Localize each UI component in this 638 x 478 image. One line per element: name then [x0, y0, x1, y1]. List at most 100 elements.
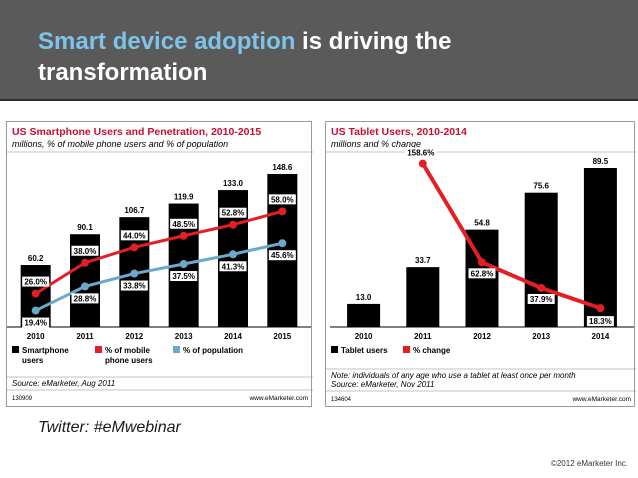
smartphone-point-b-2011: [81, 282, 89, 291]
smartphone-point-label-b-2011: 28.8%: [74, 294, 97, 303]
smartphone-point-label-b-2015-bg: [268, 250, 296, 261]
smartphone-chart-panel: US Smartphone Users and Penetration, 201…: [6, 121, 313, 407]
tablet-point-label-a-2012: 62.8%: [471, 269, 494, 278]
tablet-note: Note: individuals of any age who use a t…: [331, 371, 576, 380]
smartphone-bar-label-2011: 90.1: [77, 223, 93, 232]
tablet-bar-label-2013: 75.6: [533, 182, 549, 191]
smartphone-point-label-a-2012: 44.0%: [123, 231, 146, 240]
smartphone-point-label-b-2014-bg: [219, 261, 247, 272]
tablet-point-a-2013: [537, 283, 546, 292]
smartphone-legend-swatch-0: [12, 346, 19, 353]
smartphone-legend-label-0-1: users: [22, 356, 44, 365]
smartphone-point-b-2013: [179, 260, 188, 269]
smartphone-point-label-a-2014: 52.8%: [222, 209, 245, 218]
tablet-point-a-2014: [596, 304, 605, 313]
smartphone-point-label-a-2010: 26.0%: [24, 278, 47, 287]
smartphone-tick-2015: 2015: [273, 332, 291, 341]
smartphone-source: Source: eMarketer, Aug 2011: [12, 379, 115, 388]
tablet-point-label-a-2013-bg: [527, 293, 555, 304]
twitter-hashtag: Twitter: #eMwebinar: [38, 419, 181, 436]
tablet-point-a-2012: [478, 258, 486, 267]
smartphone-point-label-a-2015: 58.0%: [271, 195, 294, 204]
smartphone-legend-label-2: % of population: [183, 346, 243, 355]
smartphone-point-label-a-2011: 38.0%: [74, 247, 97, 256]
tablet-point-label-a-2012-bg: [468, 268, 496, 279]
smartphone-legend-swatch-1: [95, 346, 102, 353]
smartphone-legend-label-1: % of mobile: [105, 346, 150, 355]
tablet-point-label-a-2014-bg: [586, 316, 614, 327]
smartphone-point-a-2013: [179, 231, 188, 240]
smartphone-bar-label-2014: 133.0: [223, 179, 244, 188]
smartphone-point-label-a-2014-bg: [219, 207, 247, 218]
smartphone-point-a-2011: [81, 258, 89, 267]
tablet-point-label-a-2014: 18.3%: [589, 317, 612, 326]
slide-header: Smart device adoption is driving the tra…: [0, 0, 638, 101]
smartphone-point-label-b-2015: 45.6%: [271, 251, 294, 260]
tablet-chart-panel: US Tablet Users, 2010-2014 millions and %…: [325, 121, 636, 407]
smartphone-point-a-2015: [278, 207, 287, 216]
smartphone-bar-label-2013: 119.9: [174, 193, 194, 202]
smartphone-line-b: [35, 241, 283, 312]
smartphone-tick-2011: 2011: [76, 332, 94, 341]
slide-title-rest: is driving the transformation: [38, 28, 452, 86]
smartphone-tick-2014: 2014: [224, 332, 242, 341]
tablet-tick-2012: 2012: [473, 332, 491, 341]
copyright-notice: ©2012 eMarketer Inc.: [550, 459, 628, 468]
tablet-bar-2014: [583, 168, 617, 327]
smartphone-subtitle: millions, % of mobile phone users and % …: [12, 139, 228, 149]
smartphone-point-label-b-2010: 19.4%: [24, 319, 47, 328]
tablet-tick-2013: 2013: [532, 332, 550, 341]
smartphone-site: www.eMarketer.com: [248, 395, 308, 402]
smartphone-bar-label-2015: 148.6: [272, 163, 293, 172]
smartphone-tick-2010: 2010: [27, 332, 45, 341]
smartphone-point-label-a-2015-bg: [268, 194, 296, 205]
tablet-tick-2010: 2010: [355, 332, 373, 341]
smartphone-point-label-b-2013-bg: [170, 271, 198, 282]
tablet-line-a: [421, 162, 602, 311]
tablet-legend-label-0: Tablet users: [341, 346, 388, 355]
slide-title: Smart device adoption is driving the tra…: [38, 26, 598, 88]
tablet-site: www.eMarketer.com: [571, 396, 631, 403]
tablet-point-label-a-2011: 158.6%: [407, 149, 434, 158]
smartphone-point-a-2012: [130, 243, 139, 252]
smartphone-chart-id: 130909: [12, 396, 33, 402]
tablet-chart-id: 134604: [331, 397, 352, 403]
tablet-bar-label-2010: 13.0: [356, 293, 372, 302]
tablet-legend-label-1: % change: [413, 346, 451, 355]
smartphone-point-label-a-2012-bg: [120, 230, 148, 241]
smartphone-bar-label-2012: 106.7: [124, 206, 145, 215]
smartphone-title: US Smartphone Users and Penetration, 201…: [12, 126, 261, 138]
smartphone-legend-swatch-2: [173, 346, 180, 353]
smartphone-legend-label-1-1: phone users: [105, 356, 153, 365]
smartphone-point-label-b-2011-bg: [71, 293, 99, 304]
tablet-bar-label-2014: 89.5: [593, 157, 609, 166]
tablet-point-label-a-2013: 37.9%: [530, 295, 553, 304]
smartphone-point-label-a-2010-bg: [22, 276, 50, 287]
tablet-legend-swatch-1: [403, 346, 410, 353]
tablet-point-label-a-2011-bg: [405, 147, 437, 158]
tablet-tick-2011: 2011: [414, 332, 432, 341]
smartphone-legend-label-0: Smartphone: [22, 346, 69, 355]
smartphone-bar-label-2010: 60.2: [28, 254, 44, 263]
smartphone-tick-2012: 2012: [125, 332, 143, 341]
smartphone-point-label-b-2012-bg: [120, 280, 148, 291]
tablet-bar-label-2012: 54.8: [474, 219, 490, 228]
smartphone-chart: US Smartphone Users and Penetration, 201…: [7, 126, 313, 402]
tablet-bar-label-2011: 33.7: [415, 256, 431, 265]
smartphone-point-b-2012: [130, 269, 139, 278]
smartphone-point-label-a-2013: 48.5%: [172, 220, 195, 229]
smartphone-point-b-2010: [31, 306, 40, 315]
tablet-subtitle: millions and % change: [331, 139, 421, 149]
tablet-legend-swatch-0: [331, 346, 338, 353]
tablet-bar-2010: [347, 303, 381, 327]
smartphone-point-label-b-2010-bg: [22, 317, 50, 328]
tablet-bar-2011: [406, 267, 440, 327]
smartphone-point-label-a-2013-bg: [170, 218, 198, 229]
smartphone-line-a: [34, 209, 283, 295]
tablet-tick-2014: 2014: [592, 332, 610, 341]
smartphone-point-label-a-2011-bg: [71, 245, 99, 256]
smartphone-point-a-2010: [31, 289, 40, 298]
smartphone-point-a-2014: [229, 220, 237, 229]
smartphone-point-label-b-2013: 37.5%: [172, 272, 195, 281]
